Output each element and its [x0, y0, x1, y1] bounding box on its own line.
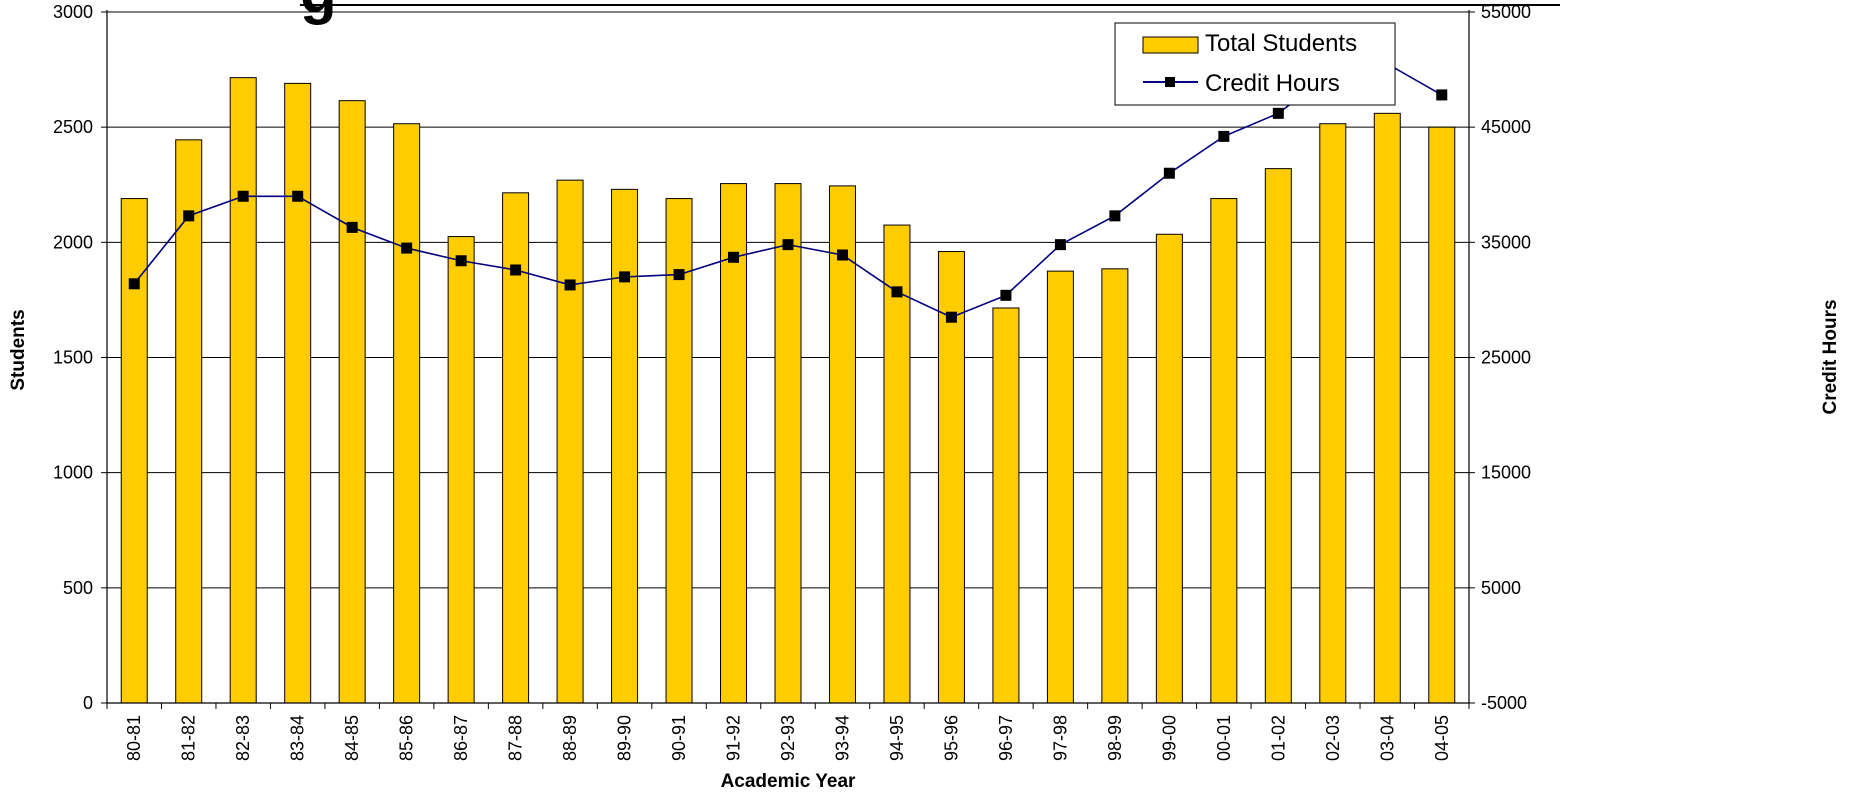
y-tick-label: 500	[63, 578, 93, 598]
bar-92-93	[774, 183, 802, 704]
point-86-87	[455, 255, 467, 267]
x-tick-label: 01-02	[1268, 715, 1288, 761]
x-tick-label: 83-84	[288, 715, 308, 761]
bar-02-03	[1319, 123, 1347, 704]
point-84-85	[346, 221, 358, 233]
legend-swatch-total-students	[1142, 36, 1199, 54]
bar-93-94	[828, 185, 856, 704]
legend-box	[1114, 22, 1396, 106]
point-90-91	[673, 269, 685, 281]
point-83-84	[292, 190, 304, 202]
x-tick-label: 99-00	[1159, 715, 1179, 761]
bar-88-89	[556, 179, 584, 704]
x-tick-label: 96-97	[996, 715, 1016, 761]
x-tick-label: 92-93	[778, 715, 798, 761]
y-tick-label: 0	[83, 693, 93, 713]
bar-81-82	[175, 139, 203, 704]
chart-title-fragment: g	[300, 0, 337, 25]
point-99-00	[1163, 167, 1175, 179]
point-93-94	[836, 249, 848, 261]
point-96-97	[1000, 289, 1012, 301]
y-tick-label: 3000	[53, 2, 93, 22]
point-95-96	[945, 311, 957, 323]
y2-axis-ticks: -5000 5000 15000 25000 35000 45000 55000	[1469, 2, 1531, 713]
point-80-81	[128, 278, 140, 290]
x-tick-label: 87-88	[506, 715, 526, 761]
point-81-82	[183, 210, 195, 222]
y-tick-label: 2500	[53, 117, 93, 137]
y-axis-ticks: 0 500 1000 1500 2000 2500 3000	[53, 2, 107, 713]
x-tick-label: 91-92	[724, 715, 744, 761]
bar-84-85	[338, 100, 366, 704]
x-tick-label: 90-91	[669, 715, 689, 761]
y2-tick-label: 5000	[1481, 578, 1521, 598]
x-tick-label: 93-94	[832, 715, 852, 761]
x-tick-label: 94-95	[887, 715, 907, 761]
bar-98-99	[1101, 268, 1129, 704]
bar-95-96	[937, 251, 965, 704]
x-tick-label: 02-03	[1323, 715, 1343, 761]
point-97-98	[1054, 239, 1066, 251]
x-tick-label: 81-82	[179, 715, 199, 761]
point-88-89	[564, 279, 576, 291]
bar-97-98	[1046, 270, 1074, 704]
y-tick-label: 2000	[53, 232, 93, 252]
y2-tick-label: 25000	[1481, 348, 1531, 368]
bar-99-00	[1155, 233, 1183, 704]
bar-94-95	[883, 224, 911, 704]
x-tick-label: 82-83	[233, 715, 253, 761]
point-87-88	[510, 264, 522, 276]
x-tick-label: 86-87	[451, 715, 471, 761]
bar-91-92	[720, 183, 748, 704]
x-tick-label: 00-01	[1214, 715, 1234, 761]
x-tick-label: 88-89	[560, 715, 580, 761]
legend-swatch-credit-hours-marker	[1165, 77, 1175, 87]
point-01-02	[1272, 107, 1284, 119]
y2-tick-label: -5000	[1481, 693, 1527, 713]
point-89-90	[619, 271, 631, 283]
y-tick-label: 1500	[53, 348, 93, 368]
y-tick-label: 1000	[53, 463, 93, 483]
point-00-01	[1218, 130, 1230, 142]
point-04-05	[1436, 89, 1448, 101]
x-tick-label: 97-98	[1050, 715, 1070, 761]
bar-85-86	[393, 123, 421, 704]
legend-label-total-students: Total Students	[1205, 30, 1357, 57]
legend: Total Students Credit Hours	[1114, 22, 1396, 106]
point-85-86	[401, 242, 413, 254]
x-tick-label: 84-85	[342, 715, 362, 761]
x-tick-label: 04-05	[1432, 715, 1452, 761]
point-82-83	[237, 190, 249, 202]
y2-tick-label: 55000	[1481, 2, 1531, 22]
x-axis-title: Academic Year	[721, 771, 856, 792]
x-tick-label: 95-96	[941, 715, 961, 761]
x-tick-label: 03-04	[1377, 715, 1397, 761]
point-98-99	[1109, 210, 1121, 222]
point-91-92	[728, 251, 740, 263]
bar-89-90	[611, 188, 639, 704]
y2-tick-label: 15000	[1481, 463, 1531, 483]
x-tick-label: 89-90	[615, 715, 635, 761]
bar-00-01	[1210, 198, 1238, 704]
y2-tick-label: 45000	[1481, 117, 1531, 137]
bar-80-81	[120, 198, 148, 704]
bar-04-05	[1428, 126, 1456, 704]
point-92-93	[782, 239, 794, 251]
bar-82-83	[229, 77, 257, 704]
y2-axis-title: Credit Hours	[1820, 299, 1841, 414]
y-axis-title: Students	[8, 309, 29, 390]
x-tick-label: 98-99	[1105, 715, 1125, 761]
x-tick-label: 80-81	[124, 715, 144, 761]
bar-96-97	[992, 307, 1020, 704]
x-tick-label: 85-86	[397, 715, 417, 761]
y2-tick-label: 35000	[1481, 232, 1531, 252]
x-axis-ticks: 80-81 81-82 82-83 83-84 84-85 85-86 86-87 87-88…	[106, 703, 1470, 761]
bar-03-04	[1373, 112, 1401, 704]
point-94-95	[891, 286, 903, 298]
bar-86-87	[447, 236, 475, 704]
bar-83-84	[284, 82, 312, 704]
legend-label-credit-hours: Credit Hours	[1205, 70, 1340, 97]
bar-01-02	[1264, 168, 1292, 704]
